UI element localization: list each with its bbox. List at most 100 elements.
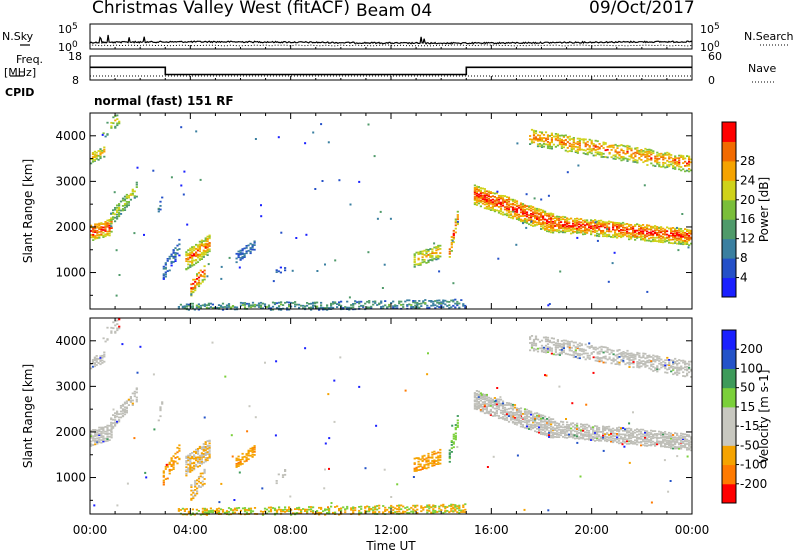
range-gate-cell [106,232,109,235]
range-gate-cell [680,235,683,238]
range-gate-cell [94,443,97,446]
range-gate-cell [388,506,391,509]
range-gate-cell [513,201,517,204]
range-gate-cell [103,146,106,149]
range-gate-cell [204,458,207,461]
range-gate-cell [519,415,522,418]
range-gate-cell [280,301,283,304]
range-gate-cell [284,473,287,476]
range-gate-cell [554,133,557,135]
power-colorbar-frame [721,121,737,298]
range-gate-cell [530,215,533,217]
range-gate-cell [483,398,486,401]
range-gate-cell [598,357,601,359]
range-gate-cell [245,511,249,514]
range-gate-cell [439,456,442,459]
range-gate-cell [686,435,689,437]
range-gate-cell [448,460,451,463]
range-gate-cell [578,349,581,352]
range-gate-cell [189,249,192,252]
range-gate-cell [249,454,252,457]
freq-series [90,66,692,76]
range-gate-cell [229,508,233,510]
range-gate-cell [170,176,173,179]
range-gate-cell [612,226,615,229]
range-gate-cell [456,300,459,303]
range-gate-cell [522,222,524,225]
range-gate-cell [495,198,498,201]
range-gate-cell [523,419,527,421]
range-gate-cell [119,406,123,409]
range-gate-cell [574,424,577,426]
range-gate-cell [198,462,201,464]
range-gate-cell [564,220,567,223]
range-gate-cell [354,302,357,305]
range-gate-cell [574,218,577,220]
range-gate-cell [106,234,109,236]
range-gate-cell [542,426,545,429]
range-gate-cell [616,356,619,359]
range-gate-cell [638,361,641,364]
range-gate-cell [536,139,540,142]
range-gate-cell [626,223,629,225]
range-gate-cell [196,482,199,485]
range-gate-cell [676,366,679,369]
range-gate-cell [598,350,601,353]
range-gate-cell [392,300,395,303]
range-gate-cell [434,511,437,514]
range-gate-cell [654,436,657,439]
range-gate-cell [622,427,625,429]
range-gate-cell [652,233,655,236]
range-gate-cell [454,504,457,506]
range-gate-cell [602,143,605,146]
range-gate-cell [118,122,121,125]
range-gate-cell [662,433,665,436]
range-gate-cell [368,508,371,510]
range-gate-cell [592,430,595,432]
range-gate-cell [181,507,184,510]
range-gate-cell [444,303,447,306]
range-gate-cell [288,301,291,304]
range-gate-cell [630,440,633,443]
range-gate-cell [590,221,593,224]
range-gate-cell [554,138,557,141]
range-gate-cell [392,305,395,308]
range-gate-cell [548,142,551,144]
range-gate-cell [517,204,521,207]
range-gate-cell [638,429,641,431]
range-gate-cell [568,142,571,145]
range-gate-cell [604,355,607,358]
range-gate-cell [185,508,188,510]
range-gate-cell [121,405,125,407]
range-gate-cell [630,428,633,430]
range-gate-cell [187,459,190,462]
range-gate-cell [640,238,643,241]
range-gate-cell [630,434,633,436]
range-gate-cell [612,234,615,237]
range-gate-cell [501,407,505,409]
velocity-colorbar-segment [722,387,736,408]
range-gate-cell [193,254,196,257]
range-gate-cell [197,285,201,288]
range-gate-cell [114,119,117,122]
range-gate-cell [511,217,515,220]
range-gate-cell [650,225,653,228]
range-gate-cell [483,402,486,405]
range-gate-cell [562,432,565,434]
range-gate-cell [204,447,207,450]
range-gate-cell [618,442,621,445]
range-gate-cell [358,300,361,303]
range-gate-cell [96,431,99,434]
range-gate-cell [96,433,99,436]
range-gate-cell [674,229,677,232]
range-gate-cell [195,459,198,462]
range-gate-cell [578,437,581,440]
range-gate-cell [684,236,687,238]
range-gate-cell [536,425,539,427]
range-gate-cell [110,226,113,229]
range-gate-cell [598,439,601,442]
range-gate-cell [550,145,553,148]
range-gate-cell [374,511,377,513]
range-gate-cell [622,144,625,147]
range-gate-cell [201,271,204,273]
